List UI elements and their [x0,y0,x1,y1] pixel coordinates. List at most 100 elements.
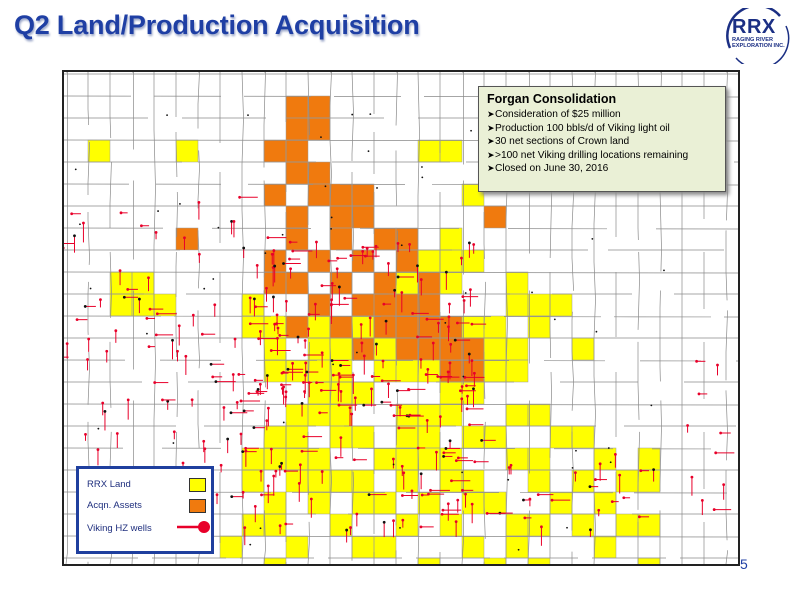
well-head [690,475,694,479]
well-head [407,387,410,391]
well-head [320,351,324,355]
well-head [303,373,307,377]
vertical-well-dot [376,187,378,189]
well-head [467,352,471,356]
rrx-land-parcel [374,360,396,382]
rrx-land-parcel [308,338,330,360]
well-head [712,508,716,511]
vertical-well-dot [421,176,424,179]
well-head [313,302,317,306]
well-head [392,414,396,418]
vertical-well-dot [320,136,322,139]
vertical-well-dot [172,442,175,444]
rrx-land-parcel [462,536,484,558]
well-head [239,432,243,436]
well-head [229,411,233,415]
well-head [296,335,300,339]
well-head [454,520,458,524]
rrx-land-parcel [286,536,308,558]
rrx-land-parcel [506,360,528,382]
well-head [232,220,236,223]
rrx-land-parcel [484,316,506,338]
vertical-well-dot [97,427,100,430]
well-head [337,403,341,407]
vertical-well-dot [259,527,262,530]
well-head [436,375,440,378]
acquisition-parcel [176,228,198,250]
acquisition-parcel [330,228,352,250]
rrx-land-parcel [308,492,330,514]
well-head [284,522,288,526]
well-head [448,439,452,443]
rrx-land-parcel [572,514,594,536]
well-head [444,270,448,274]
vertical-well-dot [157,210,159,212]
well-head [574,471,577,475]
rrx-land-parcel [528,470,550,492]
well-head [722,483,726,487]
acquisition-parcel [352,338,374,360]
rrx-land-parcel [286,470,308,492]
acquisition-parcel [418,272,440,294]
rrx-land-parcel [572,426,594,448]
vertical-well-dot [351,113,354,116]
well-head [172,430,176,434]
vertical-well-dot [531,291,533,294]
info-bullet: ➤Closed on June 30, 2016 [487,162,717,176]
well-head [716,363,719,367]
well-head [349,526,352,529]
well-head [147,276,150,280]
well-head [230,495,234,499]
acquisition-parcel [396,294,418,316]
well-head [550,498,554,502]
well-head [122,295,126,299]
well-head [274,469,278,473]
acquisition-parcel [462,360,484,382]
well-head [309,497,313,501]
acquisition-parcel [308,96,330,118]
well-head [396,241,400,245]
rrx-land-parcel [440,514,462,536]
well-head [442,451,446,455]
well-head [177,324,181,328]
well-head [255,263,259,267]
well-head [470,502,474,506]
acquisition-parcel [308,250,330,272]
well-head [350,412,354,416]
well-head [465,407,469,411]
rrx-land-parcel [440,382,462,404]
well-head [319,388,323,392]
rrx-land-parcel [418,140,440,162]
vertical-well-dot [399,526,401,529]
rrx-land-parcel [110,294,132,316]
info-bullet: ➤Production 100 bbls/d of Viking light o… [487,122,717,136]
well-head [140,224,143,228]
rrx-land-parcel [418,404,440,426]
legend-label-viking-wells: Viking HZ wells [87,523,152,534]
well-head [300,401,304,405]
rrx-land-parcel [484,492,506,514]
acquisition-parcel [264,184,286,206]
rrx-land-parcel [330,470,352,492]
well-head [391,457,395,461]
vertical-well-dot [146,332,148,335]
well-head [278,465,282,468]
well-head [540,525,543,529]
well-head [400,291,404,294]
red-well-symbol-icon [177,521,210,533]
well-head [219,463,223,467]
well-head [84,433,87,436]
acquisition-parcel [484,206,506,228]
well-head [181,461,185,465]
well-head [359,323,363,326]
well-head [353,396,357,400]
info-bullet-text: Consideration of $25 million [495,109,621,120]
well-head [209,362,213,366]
well-head [419,472,423,476]
rrx-land-parcel [638,448,660,470]
vertical-well-dot [517,548,520,551]
well-head [252,426,256,430]
rrx-land-parcel [242,448,264,470]
rrx-land-parcel [154,294,176,316]
well-head [266,236,270,240]
